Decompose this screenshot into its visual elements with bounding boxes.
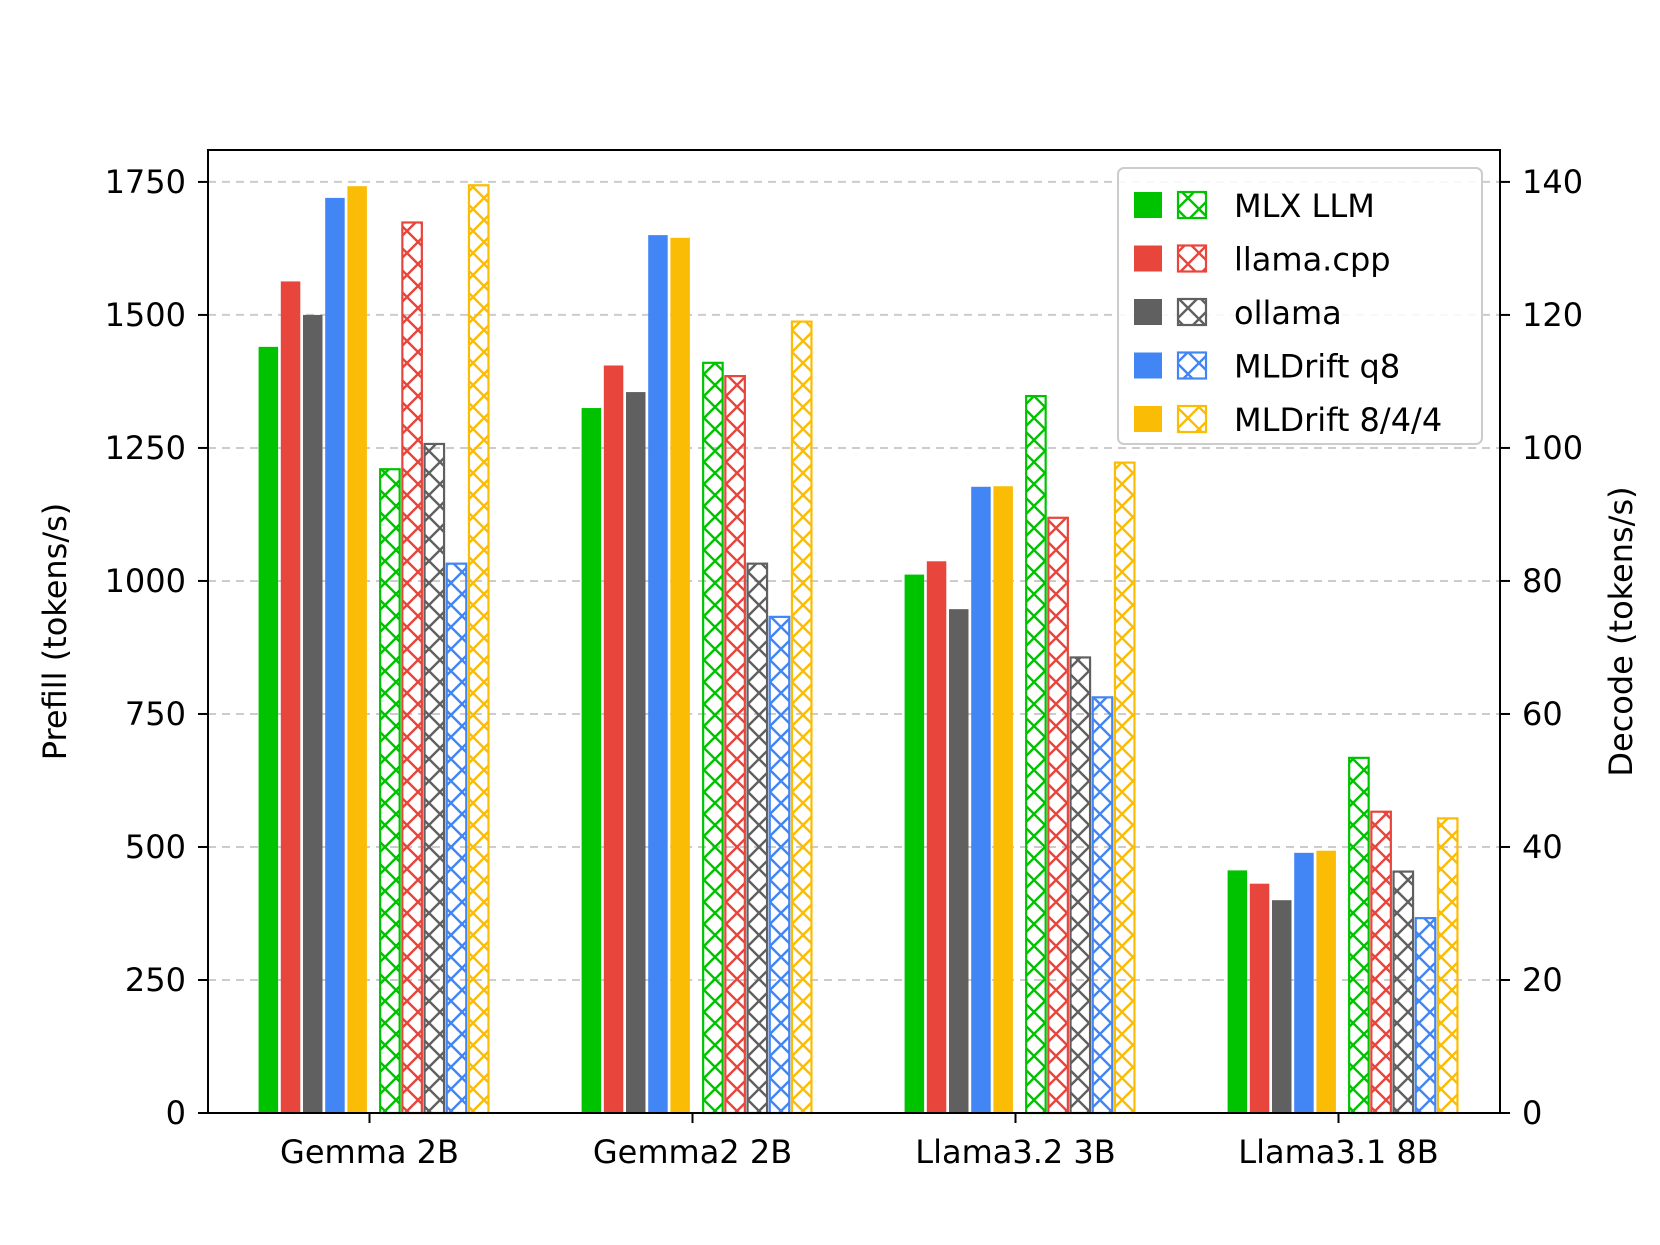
left-tick-label: 1250 [105,429,186,467]
decode-bar [1025,394,1047,1115]
prefill-bar [1249,883,1270,1113]
left-tick-label: 0 [166,1094,186,1132]
decode-bar [1348,756,1370,1115]
legend-box [1117,167,1483,445]
legend-swatch-decode [1176,351,1208,380]
legend-swatch-decode [1176,297,1208,327]
decode-bar [1069,656,1092,1115]
left-tick-label: 1750 [105,163,186,201]
x-tick-label: Llama3.2 3B [915,1133,1115,1171]
x-tick-label: Gemma 2B [280,1133,459,1171]
prefill-bar [626,392,646,1114]
decode-bar [746,562,769,1115]
left-tick-label: 1000 [105,562,186,600]
x-tick-label: Gemma2 2B [593,1133,792,1171]
legend-swatch-prefill [1134,406,1162,432]
prefill-bar [971,486,991,1114]
right-tick-label: 100 [1522,429,1583,467]
right-tick-label: 0 [1522,1094,1542,1132]
left-tick-label: 750 [125,695,186,733]
right-axis: 0 20 40 60 80 100 120 140 [1500,163,1583,1132]
decode-bar [1091,696,1114,1115]
prefill-bar [280,281,301,1113]
decode-bar [1392,870,1415,1115]
prefill-bar [581,408,602,1113]
decode-bar [1414,917,1437,1115]
left-tick-label: 1500 [105,296,186,334]
prefill-bar [670,237,690,1113]
decode-bar [724,375,746,1115]
gridlines [208,180,1500,981]
right-tick-label: 20 [1522,961,1563,999]
left-tick-label: 500 [125,828,186,866]
legend-swatch-prefill [1134,192,1162,218]
right-tick-label: 80 [1522,562,1563,600]
decode-bar [401,221,423,1115]
decode-bar [790,320,813,1115]
decode-bar [1370,810,1392,1115]
right-axis-title: Decode (tokens/s) [1602,486,1640,776]
right-tick-label: 60 [1522,695,1563,733]
decode-bar [445,562,468,1115]
right-tick-label: 140 [1522,163,1583,201]
bars [258,184,1459,1115]
plot-frame [207,149,1501,1114]
legend-swatch-decode [1176,190,1208,220]
prefill-bar [1316,850,1336,1113]
prefill-bar [1272,900,1292,1113]
prefill-bar [325,197,345,1113]
right-tick-label: 40 [1522,828,1563,866]
legend-swatch-prefill [1134,352,1162,379]
prefill-bar [904,574,925,1113]
prefill-bar [1227,870,1248,1113]
prefill-bar [258,346,279,1114]
decode-bar [702,361,724,1115]
legend: MLX LLM llama.cpp ollama MLDrift q8 MLDrift … [1117,167,1483,445]
prefill-bar [1294,852,1314,1113]
legend-swatch-prefill [1134,245,1162,272]
legend-swatch-prefill [1134,299,1162,325]
legend-label: llama.cpp [1234,241,1391,279]
x-tick-label: Llama3.1 8B [1238,1133,1438,1171]
prefill-bar [993,486,1013,1113]
left-axis-title: Prefill (tokens/s) [36,503,74,761]
legend-label: MLX LLM [1234,187,1375,225]
legend-swatch-decode [1176,244,1208,273]
decode-bar [1047,516,1069,1115]
decode-bar [1436,817,1459,1115]
prefill-bar [303,314,323,1113]
legend-label: MLDrift 8/4/4 [1234,401,1442,439]
decode-bar [1113,461,1136,1115]
decode-bar [768,615,791,1115]
decode-bar [467,184,490,1115]
left-tick-label: 250 [125,961,186,999]
legend-label: MLDrift q8 [1234,348,1400,386]
prefill-bar [347,186,367,1113]
x-axis: Gemma 2B Gemma2 2B Llama3.2 3B Llama3.1 8B [280,1113,1439,1171]
prefill-bar [926,561,947,1113]
legend-swatch-decode [1176,404,1208,434]
prefill-bar [648,235,668,1113]
decode-bar [423,442,446,1115]
decode-bar [379,468,401,1115]
prefill-bar [949,609,969,1113]
right-tick-label: 120 [1522,296,1583,334]
prefill-bar [603,365,624,1113]
left-axis: 0 250 500 750 1000 1250 1500 1750 [105,163,208,1132]
legend-label: ollama [1234,294,1342,332]
